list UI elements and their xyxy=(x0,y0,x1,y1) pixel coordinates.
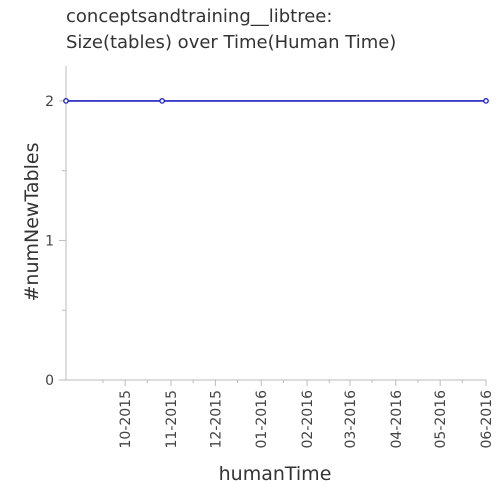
y-tick-label: 1 xyxy=(45,233,54,249)
y-tick-label: 0 xyxy=(45,373,54,389)
series-marks xyxy=(63,98,489,104)
x-tick-label: 05-2016 xyxy=(433,390,449,449)
axes: 0 1 2 10-2015 11-2015 12-2015 01-2016 02-2016 03… xyxy=(45,66,495,449)
x-tick-label: 04-2016 xyxy=(389,390,405,449)
x-tick-label: 11-2015 xyxy=(164,390,180,449)
x-tick-label: 03-2016 xyxy=(343,390,359,449)
x-tick-label: 10-2015 xyxy=(118,390,134,449)
y-axis-label: #numNewTables xyxy=(21,143,43,302)
data-point xyxy=(63,98,69,104)
x-tick-label: 06-2016 xyxy=(479,390,495,449)
data-point xyxy=(159,98,165,104)
x-tick-label: 02-2016 xyxy=(300,390,316,449)
x-tick-label: 01-2016 xyxy=(254,390,270,449)
chart-title-line-2: Size(tables) over Time(Human Time) xyxy=(66,32,397,53)
x-tick-label: 12-2015 xyxy=(208,390,224,449)
x-axis-label: humanTime xyxy=(219,463,332,485)
y-tick-label: 2 xyxy=(45,94,54,110)
data-point xyxy=(483,98,489,104)
chart-title-line-1: conceptsandtraining__libtree: xyxy=(66,6,333,27)
